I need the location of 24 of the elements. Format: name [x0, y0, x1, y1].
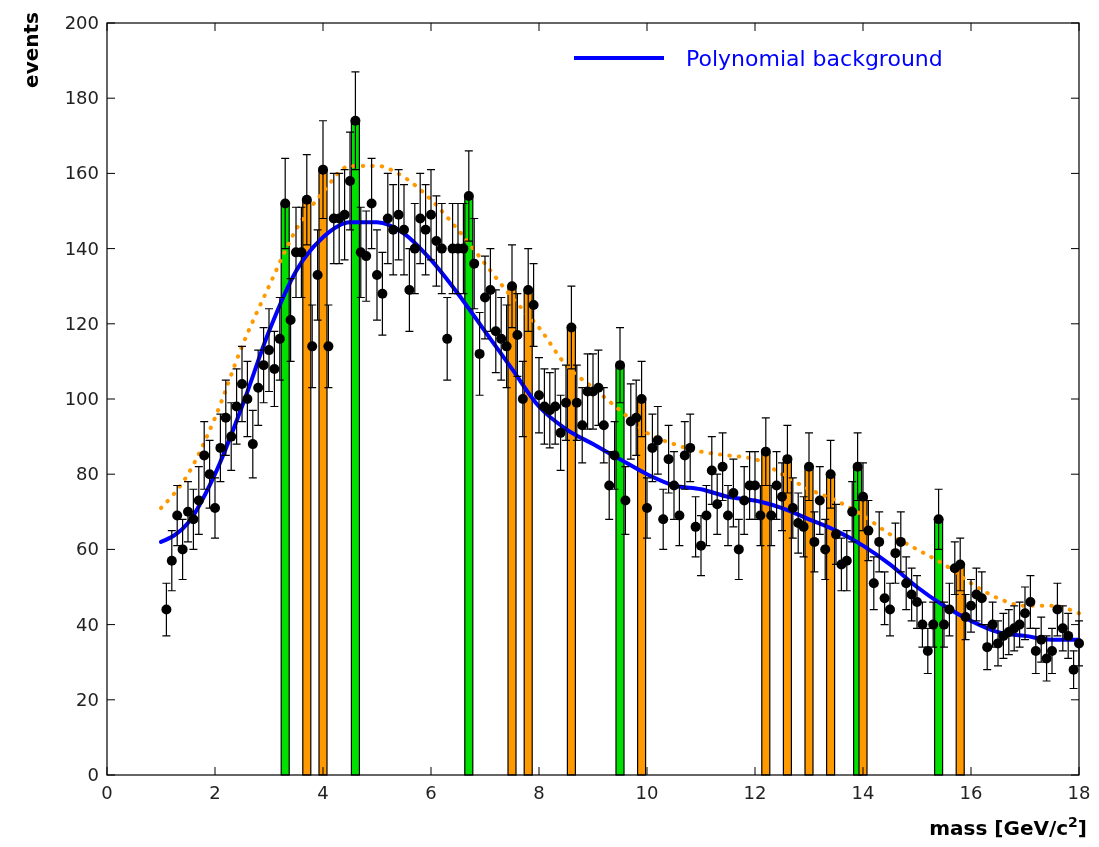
y-tick-label: 120	[64, 312, 99, 334]
x-tick-label: 8	[533, 782, 545, 803]
y-tick-label: 160	[64, 162, 99, 184]
y-tick-label: 140	[64, 237, 99, 259]
x-tick-label: 6	[425, 782, 437, 803]
x-tick-label: 2	[209, 782, 221, 803]
x-tick-label: 0	[101, 782, 113, 803]
x-tick-label: 4	[317, 782, 329, 803]
y-tick-label: 40	[76, 613, 99, 635]
x-tick-label: 16	[959, 782, 983, 803]
y-tick-label: 100	[64, 388, 99, 409]
y-tick-label: 20	[76, 688, 99, 710]
x-tick-label: 18	[1067, 782, 1091, 803]
x-tick-label: 14	[851, 782, 875, 803]
y-tick-label: 180	[64, 87, 99, 109]
y-tick-label: 0	[87, 764, 99, 785]
x-tick-label: 10	[635, 782, 659, 803]
x-tick-label: 12	[743, 782, 767, 803]
y-tick-label: 60	[76, 538, 99, 560]
y-axis-title: events	[19, 12, 43, 88]
y-tick-label: 200	[64, 12, 99, 33]
legend-label: Polynomial background	[686, 46, 943, 71]
x-axis-title: mass [GeV/c$^{2}$]	[929, 814, 1087, 840]
y-tick-label: 80	[76, 463, 99, 485]
